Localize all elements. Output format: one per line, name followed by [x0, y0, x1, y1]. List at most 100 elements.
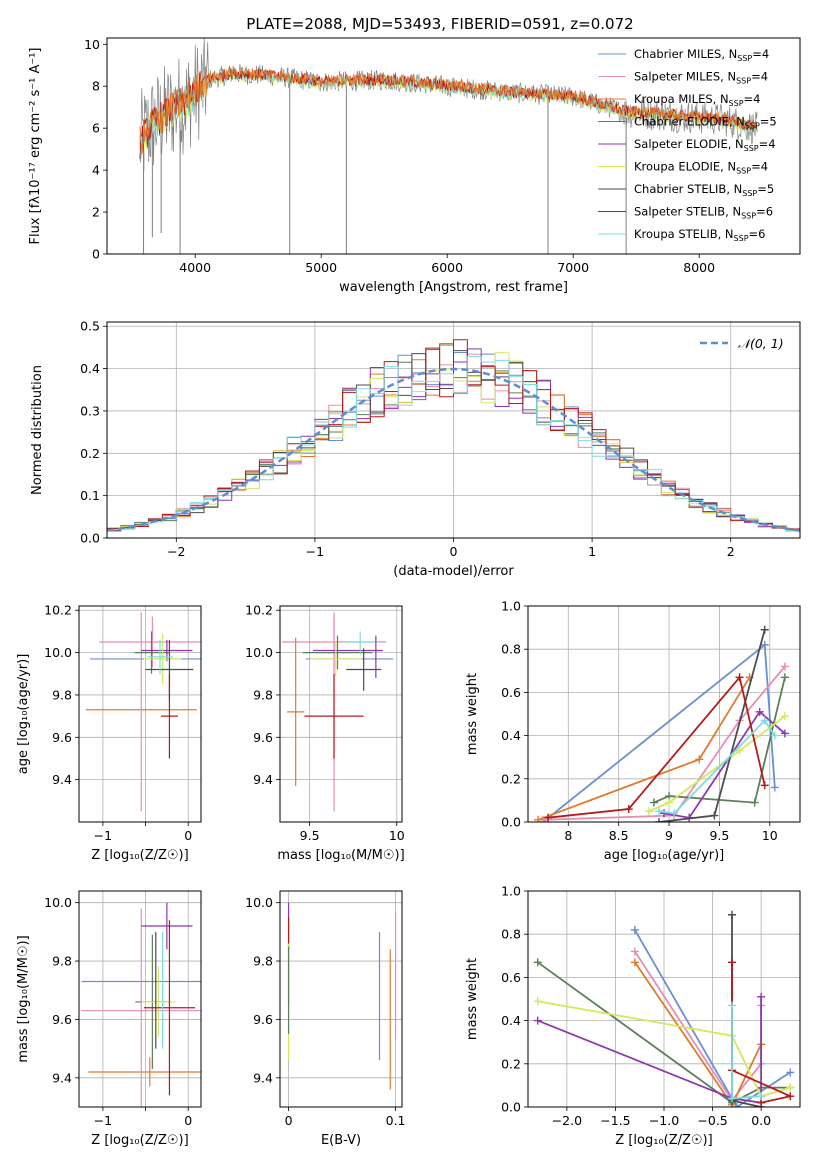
weight-marker — [533, 997, 542, 1006]
y-tick-label: 8 — [92, 79, 100, 94]
x-tick-label: −2.0 — [552, 1113, 582, 1128]
x-tick-label: 1 — [588, 544, 596, 559]
subplot-age_vs_mass: 9.5 10 9.4 9.6 9.8 10.0 10.2 mass [log₁₀(M/M☉)] — [245, 603, 405, 863]
legend-tail: =4 — [752, 47, 769, 61]
y-tick-label: 4 — [92, 163, 100, 178]
weight-marker — [630, 925, 639, 934]
y-axis-label: Normed distribution — [30, 365, 45, 495]
x-tick-label: 8.5 — [609, 828, 629, 843]
legend-label: Salpeter ELODIE, NSSP=4 — [634, 137, 776, 153]
weight-marker — [786, 1068, 795, 1077]
weight-marker — [780, 729, 789, 738]
x-axis-label: mass [log₁₀(M/M☉)] — [277, 848, 404, 863]
normal-curve — [107, 367, 800, 532]
legend-label: Kroupa STELIB, NSSP=6 — [634, 227, 765, 243]
y-tick-label: 2 — [92, 205, 100, 220]
x-tick-label: −1.0 — [649, 1113, 679, 1128]
weight-line-elodie_salpeter — [537, 996, 762, 1104]
x-tick-label: 2 — [727, 544, 735, 559]
weight-line-elodie_kroupa — [537, 1000, 791, 1098]
y-tick-label: 0.1 — [80, 488, 100, 503]
legend-label: Chabrier MILES, NSSP=4 — [634, 47, 769, 63]
plot-area — [107, 339, 800, 534]
y-tick-label: 0.0 — [501, 815, 521, 830]
x-axis-label: E(B-V) — [321, 1133, 361, 1148]
weight-marker — [728, 1094, 736, 1103]
y-tick-label: 0.2 — [501, 771, 521, 786]
x-tick-label: 9 — [665, 828, 673, 843]
weight-marker — [728, 958, 736, 967]
legend-tail: =6 — [756, 205, 773, 219]
axes-frame — [106, 37, 801, 255]
weight-marker — [654, 818, 663, 822]
plot-area — [281, 612, 394, 812]
legend-tail: =4 — [744, 92, 761, 106]
x-axis-label: age [log₁₀(age/yr)] — [604, 848, 725, 863]
legend-subscript: SSP — [744, 144, 759, 153]
weight-marker — [755, 707, 764, 716]
weight-marker — [760, 716, 769, 725]
weight-line-elodie_chabrier — [537, 961, 791, 1104]
axes-frame — [527, 605, 801, 823]
plot-area — [85, 612, 201, 812]
weight-marker — [728, 1001, 736, 1010]
legend-tail: =5 — [757, 182, 774, 196]
x-tick-label: 8 — [564, 828, 572, 843]
plot-area — [534, 625, 789, 822]
x-tick-label: 5000 — [305, 260, 337, 275]
y-tick-label: 10.0 — [245, 895, 273, 910]
y-tick-label: 9.6 — [253, 1012, 273, 1027]
weight-marker — [649, 798, 658, 807]
subplot-mass_vs_ebv: 0 0.1 9.4 9.6 9.8 10.0 E(B-V) — [245, 890, 406, 1148]
legend-subscript: SSP — [742, 189, 757, 198]
weight-marker — [654, 807, 663, 816]
histogram-stelib_kroupa — [107, 355, 800, 533]
weight-marker — [624, 805, 633, 814]
legend-tail: =5 — [760, 115, 777, 129]
y-tick-label: 0.2 — [80, 446, 100, 461]
y-tick-label: 9.4 — [253, 1070, 273, 1085]
weight-line-miles_kroupa — [634, 961, 762, 1107]
legend-tail: =6 — [749, 227, 766, 241]
subplot-age_vs_Z: −1 0 9.4 9.6 9.8 10.0 10.2 Z [log₁₀(Z/Z☉)] age [… — [16, 603, 202, 863]
x-tick-label: 9.5 — [709, 828, 729, 843]
y-tick-label: 10 — [84, 37, 100, 52]
x-tick-label: 0.0 — [751, 1113, 771, 1128]
axes-frame — [279, 605, 403, 823]
legend-label: Salpeter MILES, NSSP=4 — [634, 70, 768, 86]
y-tick-label: 6 — [92, 121, 100, 136]
residual-legend: 𝒩(0, 1) — [700, 336, 784, 351]
weight-marker — [780, 662, 789, 671]
weight-marker — [786, 1083, 795, 1092]
weight-marker — [533, 958, 542, 967]
weight-marker — [732, 1103, 741, 1107]
y-axis-label: age [log₁₀(age/yr)] — [16, 654, 31, 775]
weight-line-elodie_chabrier — [653, 677, 786, 804]
y-tick-label: 9.6 — [52, 1012, 72, 1027]
y-tick-label: 9.4 — [52, 1070, 72, 1085]
y-axis-label: Flux [fλ10⁻¹⁷ erg cm⁻² s⁻¹ A⁻¹] — [28, 48, 43, 245]
x-tick-label: 0 — [184, 828, 192, 843]
y-tick-label: 0.5 — [80, 319, 100, 334]
x-axis-label: Z [log₁₀(Z/Z☉)] — [91, 848, 188, 863]
weight-line-stelib_chabrier — [731, 914, 762, 1107]
subplot-weight_vs_Z: −2.0 −1.5 −1.0 −0.5 0.0 0.0 0.2 0.4 0.6 0.8 1.0 Z [… — [465, 884, 801, 1148]
axes-frame — [78, 605, 202, 823]
x-tick-label: −2 — [167, 544, 185, 559]
legend-subscript: SSP — [745, 122, 760, 131]
y-tick-label: 0.2 — [501, 1056, 521, 1071]
weight-marker — [750, 798, 759, 807]
plot-area — [533, 910, 795, 1107]
legend-subscript: SSP — [741, 212, 756, 221]
y-axis-label: mass [log₁₀(M/M☉)] — [16, 935, 31, 1062]
weight-marker — [735, 746, 744, 755]
subplot-spectrum: 4000 5000 6000 7000 8000 0 2 4 6 8 10 wavelength [A… — [28, 37, 801, 295]
y-tick-label: 9.4 — [52, 772, 72, 787]
weight-line-miles_chabrier — [634, 929, 791, 1107]
x-tick-label: 0.1 — [386, 1113, 406, 1128]
y-tick-label: 9.8 — [253, 687, 273, 702]
x-axis-label: Z [log₁₀(Z/Z☉)] — [615, 1133, 712, 1148]
x-axis-label: Z [log₁₀(Z/Z☉)] — [91, 1133, 188, 1148]
weight-line-stelib_kroupa — [658, 719, 776, 815]
